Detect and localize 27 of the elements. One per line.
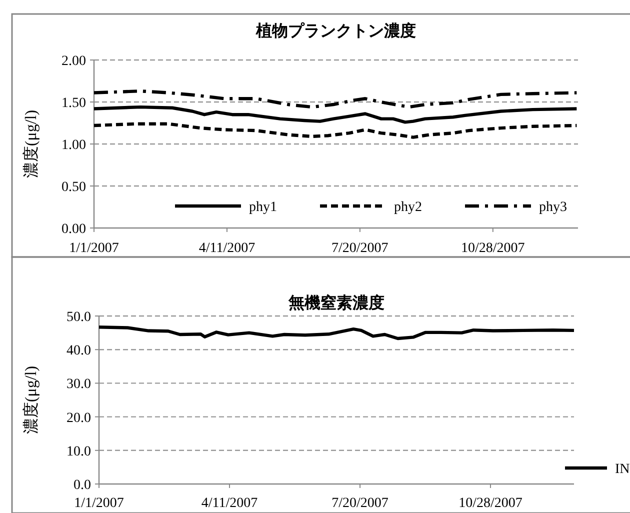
x-tick-label: 7/20/2007 <box>332 496 388 511</box>
x-tick-label: 10/28/2007 <box>461 241 525 256</box>
chart-title: 植物プランクトン濃度 <box>255 21 416 40</box>
y-tick-label: 10.0 <box>66 444 91 460</box>
chart-title: 無機窒素濃度 <box>288 293 384 312</box>
x-tick-label: 7/20/2007 <box>332 241 388 256</box>
y-axis-title: 濃度(μg/l) <box>22 366 40 434</box>
x-tick-label: 4/11/2007 <box>201 496 258 511</box>
y-axis-title: 濃度(μg/l) <box>22 110 40 178</box>
y-tick-label: 0.0 <box>74 478 91 493</box>
y-tick-label: 2.00 <box>62 54 86 69</box>
y-tick-label: 0.00 <box>62 222 86 237</box>
legend-label: IN <box>615 462 630 477</box>
y-tick-label: 0.50 <box>62 180 86 195</box>
legend-label: phy2 <box>394 200 422 215</box>
x-tick-label: 4/11/2007 <box>198 241 256 256</box>
y-tick-label: 1.00 <box>62 138 86 153</box>
y-tick-label: 50.0 <box>66 310 91 325</box>
y-tick-label: 20.0 <box>66 410 91 426</box>
legend-label: phy3 <box>539 200 567 215</box>
y-tick-label: 40.0 <box>66 344 91 359</box>
legend-label: phy1 <box>249 200 277 215</box>
y-tick-label: 1.50 <box>62 96 86 111</box>
y-tick-label: 30.0 <box>66 377 91 392</box>
x-tick-label: 10/28/2007 <box>458 496 522 511</box>
x-tick-label: 1/1/2007 <box>74 496 124 511</box>
x-tick-label: 1/1/2007 <box>69 241 119 256</box>
